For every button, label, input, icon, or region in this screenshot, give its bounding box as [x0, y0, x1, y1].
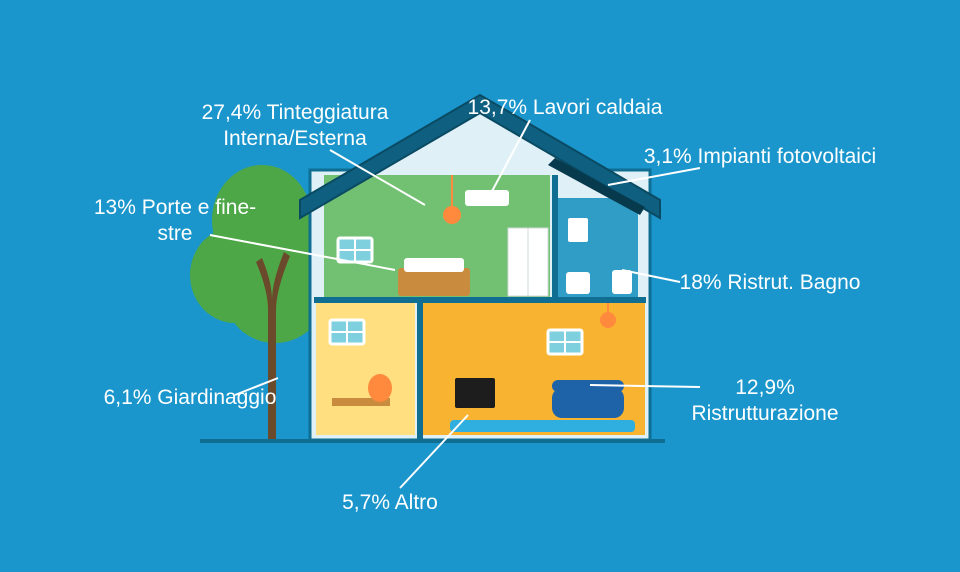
mirror [568, 218, 588, 242]
tv [455, 378, 495, 408]
infographic-svg [0, 0, 960, 572]
rug [450, 420, 635, 432]
chair [368, 374, 392, 402]
toilet [612, 270, 632, 294]
living-lamp [600, 312, 616, 328]
ceiling-lamp [443, 206, 461, 224]
infographic-stage: 27,4% TinteggiaturaInterna/Esterna13,7% … [0, 0, 960, 572]
sofa [552, 388, 624, 418]
sink [566, 272, 590, 294]
bed [398, 268, 470, 296]
ac-unit [465, 190, 509, 206]
